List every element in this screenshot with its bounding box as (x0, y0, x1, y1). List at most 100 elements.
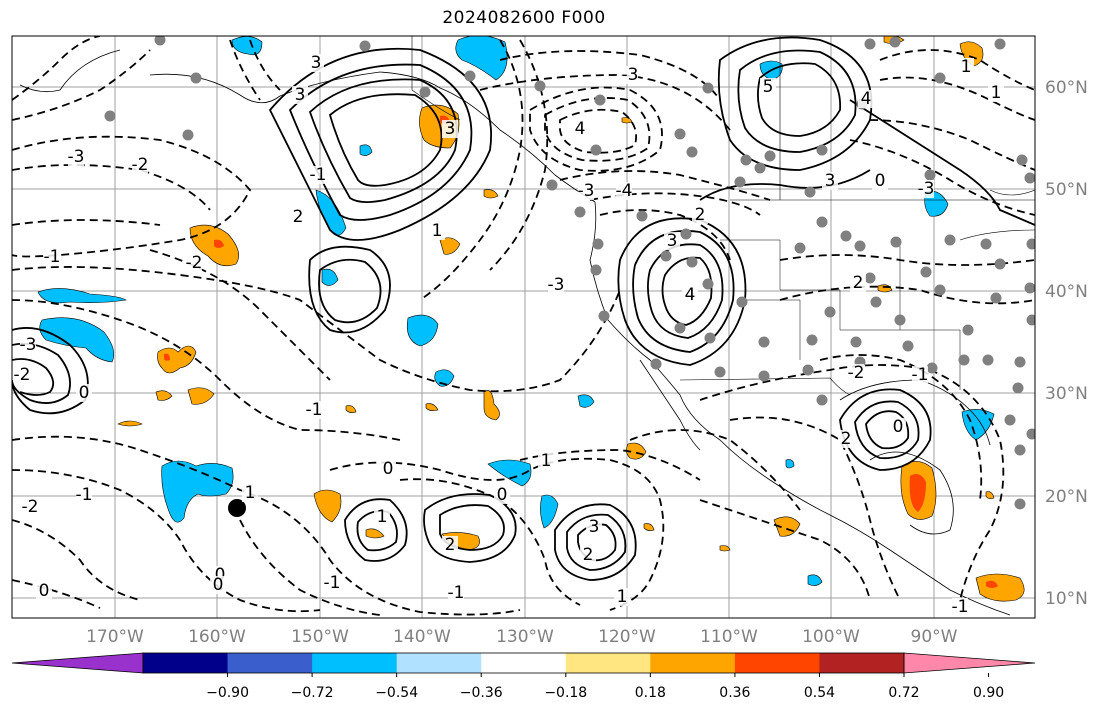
map-title: 2024082600 F000 (442, 8, 606, 28)
contour-label: -1 (76, 485, 93, 505)
contour-label-bg (14, 366, 30, 384)
lon-tick-label: 140°W (393, 627, 451, 647)
contour-label: -3 (578, 181, 595, 201)
contour-label-bg (850, 274, 866, 292)
contour-label: -2 (132, 155, 149, 175)
contour-label-bg (324, 574, 340, 592)
cool-region (161, 460, 234, 523)
contour-label: 2 (853, 273, 864, 293)
contour-label-bg (132, 156, 148, 174)
contour-label-bg (622, 66, 638, 84)
lon-tick-label: 160°W (188, 627, 246, 647)
warm-region (155, 390, 173, 401)
colorbar-segment (734, 653, 820, 673)
map-background (12, 36, 1035, 618)
cool-region (321, 268, 339, 286)
warm-region (313, 489, 342, 523)
location-marker (228, 499, 246, 517)
lon-tick-label: 150°W (291, 627, 349, 647)
contour-label-bg (292, 86, 308, 104)
contour-label-bg (310, 166, 326, 184)
contour-label: 4 (685, 285, 696, 305)
contour-label-bg (682, 286, 698, 304)
contour-label-bg (548, 276, 564, 294)
contour-label-bg (572, 120, 588, 138)
strong-warm-core (986, 580, 998, 588)
latitude-axis: 60°N 50°N 40°N 30°N 20°N 10°N (1045, 78, 1088, 609)
contour-label-bg (822, 172, 838, 190)
contour-label: 1 (432, 221, 443, 241)
contour-label-bg (494, 486, 510, 504)
contour-label: 2 (695, 205, 706, 225)
strong-warm-core (214, 239, 224, 248)
strong-warm-core (909, 474, 926, 512)
contour-label: 2 (583, 545, 594, 565)
colorbar-tick-label: 0.18 (635, 685, 666, 701)
lon-tick-label: 130°W (496, 627, 554, 647)
lon-tick-label: 120°W (598, 627, 656, 647)
warm-region (975, 573, 1025, 602)
contour-label: 5 (763, 77, 774, 97)
contour-label-bg (586, 518, 602, 536)
contour-label: 0 (383, 459, 394, 479)
cool-region (37, 288, 127, 304)
cool-region (577, 394, 595, 408)
contour-label-bg (616, 182, 632, 200)
contour-label-bg (538, 452, 554, 470)
contour-label-bg (958, 58, 974, 76)
colorbar-tick-label: 0.90 (973, 685, 1004, 701)
map-frame (11, 35, 1036, 619)
warm-region (621, 117, 633, 124)
contour-label: -2 (22, 497, 39, 517)
contour-label: -1 (44, 247, 61, 267)
contour-label-bg (872, 172, 888, 190)
lat-tick-label: 20°N (1045, 487, 1088, 507)
contour-label-bg (858, 90, 874, 108)
contour-label: -1 (448, 583, 465, 603)
contour-label-bg (68, 148, 84, 166)
warm-region (483, 390, 500, 421)
contour-label: -1 (306, 400, 323, 420)
contour-label-bg (429, 222, 445, 240)
contour-label: 2 (445, 535, 456, 555)
cool-region (455, 36, 508, 81)
contour-label-bg (22, 498, 38, 516)
contour-label: -2 (186, 253, 203, 273)
contour-label-bg (912, 366, 928, 384)
contour-label-bg (380, 460, 396, 478)
positive-contours (12, 36, 1035, 581)
contour-label: 4 (575, 119, 586, 139)
longitude-axis: 170°W 160°W 150°W 140°W 130°W 120°W 110°… (86, 627, 958, 647)
lat-tick-label: 30°N (1045, 384, 1088, 404)
lon-tick-label: 90°W (911, 627, 958, 647)
contour-label-bg (20, 336, 36, 354)
colorbar-tick-label: −0.72 (291, 685, 334, 701)
lat-tick-label: 50°N (1045, 180, 1088, 200)
contour-label-bg (210, 576, 226, 594)
contour-label: 0 (215, 565, 226, 585)
contour-label: 0 (39, 581, 50, 601)
contour-label-bg (76, 486, 92, 504)
colorbar-segment (819, 653, 905, 673)
contour-label: -4 (616, 181, 633, 201)
cool-region (540, 494, 559, 529)
cool-region (785, 459, 795, 469)
contour-label: -1 (912, 365, 929, 385)
lat-tick-label: 40°N (1045, 282, 1088, 302)
contour-label: -3 (20, 335, 37, 355)
colorbar: −0.90 −0.72 −0.54 −0.36 −0.18 0.18 0.36 0.54 0.7… (11, 652, 1036, 701)
colorbar-tick-label: −0.36 (460, 685, 503, 701)
contour-label: -3 (68, 147, 85, 167)
lon-tick-label: 170°W (86, 627, 144, 647)
cool-region (39, 317, 115, 363)
contour-label: -1 (952, 597, 969, 617)
contour-label: 1 (991, 83, 1002, 103)
colorbar-segment (227, 653, 313, 673)
warm-region (643, 523, 655, 531)
contour-label: -1 (310, 165, 327, 185)
colorbar-segment (565, 653, 651, 673)
warm-region (117, 420, 143, 427)
contour-label: 3 (445, 119, 456, 139)
contour-label: -2 (14, 365, 31, 385)
